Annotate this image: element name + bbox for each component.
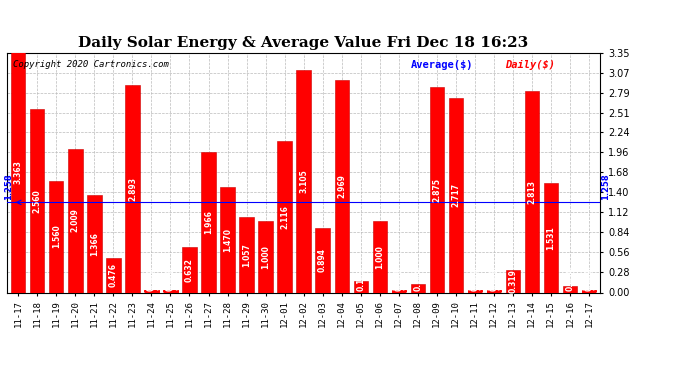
Bar: [182, 247, 197, 292]
Bar: [448, 98, 463, 292]
Text: 1.531: 1.531: [546, 226, 555, 249]
Text: 2.875: 2.875: [432, 177, 441, 201]
Text: 2.009: 2.009: [71, 209, 80, 232]
Bar: [30, 109, 44, 292]
Bar: [220, 187, 235, 292]
Text: 2.813: 2.813: [527, 180, 536, 204]
Bar: [11, 52, 26, 292]
Text: 0.319: 0.319: [509, 269, 518, 293]
Text: 1.258: 1.258: [600, 174, 609, 200]
Text: 1.560: 1.560: [52, 225, 61, 249]
Text: 3.363: 3.363: [14, 160, 23, 184]
Bar: [87, 195, 101, 292]
Bar: [430, 87, 444, 292]
Text: 1.470: 1.470: [223, 228, 232, 252]
Text: 0.632: 0.632: [185, 258, 194, 282]
Text: 0.894: 0.894: [318, 249, 327, 273]
Text: 3.105: 3.105: [299, 170, 308, 193]
Bar: [126, 85, 139, 292]
Bar: [239, 217, 254, 292]
Bar: [144, 290, 159, 292]
Bar: [335, 80, 348, 292]
Text: 0.000: 0.000: [147, 267, 156, 291]
Text: 0.094: 0.094: [565, 267, 574, 291]
Text: 1.258: 1.258: [4, 174, 13, 200]
Text: 1.966: 1.966: [204, 210, 213, 234]
Text: 0.124: 0.124: [413, 267, 422, 291]
Text: 0.163: 0.163: [356, 267, 365, 291]
Bar: [411, 284, 425, 292]
Text: 0.000: 0.000: [584, 267, 593, 291]
Bar: [506, 270, 520, 292]
Text: 2.560: 2.560: [33, 189, 42, 213]
Text: 1.366: 1.366: [90, 232, 99, 255]
Bar: [353, 281, 368, 292]
Text: Average($): Average($): [411, 60, 473, 70]
Text: Copyright 2020 Cartronics.com: Copyright 2020 Cartronics.com: [13, 60, 169, 69]
Bar: [106, 258, 121, 292]
Text: 0.476: 0.476: [109, 264, 118, 288]
Bar: [315, 228, 330, 292]
Text: 2.893: 2.893: [128, 177, 137, 201]
Text: 0.000: 0.000: [489, 267, 498, 291]
Text: 1.000: 1.000: [261, 245, 270, 268]
Title: Daily Solar Energy & Average Value Fri Dec 18 16:23: Daily Solar Energy & Average Value Fri D…: [79, 36, 529, 50]
Bar: [486, 290, 501, 292]
Bar: [68, 148, 83, 292]
Bar: [201, 152, 216, 292]
Bar: [164, 290, 177, 292]
Text: 2.969: 2.969: [337, 174, 346, 198]
Text: 1.057: 1.057: [242, 243, 251, 267]
Text: 0.000: 0.000: [471, 267, 480, 291]
Bar: [524, 91, 539, 292]
Bar: [277, 141, 292, 292]
Text: 0.000: 0.000: [394, 267, 403, 291]
Text: 2.717: 2.717: [451, 183, 460, 207]
Bar: [563, 286, 577, 292]
Bar: [259, 221, 273, 292]
Text: 1.000: 1.000: [375, 245, 384, 268]
Bar: [391, 290, 406, 292]
Text: 2.116: 2.116: [280, 205, 289, 229]
Bar: [373, 221, 387, 292]
Bar: [297, 70, 310, 292]
Text: Daily($): Daily($): [505, 60, 555, 70]
Bar: [468, 290, 482, 292]
Bar: [544, 183, 558, 292]
Bar: [582, 290, 596, 292]
Bar: [49, 181, 63, 292]
Text: 0.000: 0.000: [166, 267, 175, 291]
